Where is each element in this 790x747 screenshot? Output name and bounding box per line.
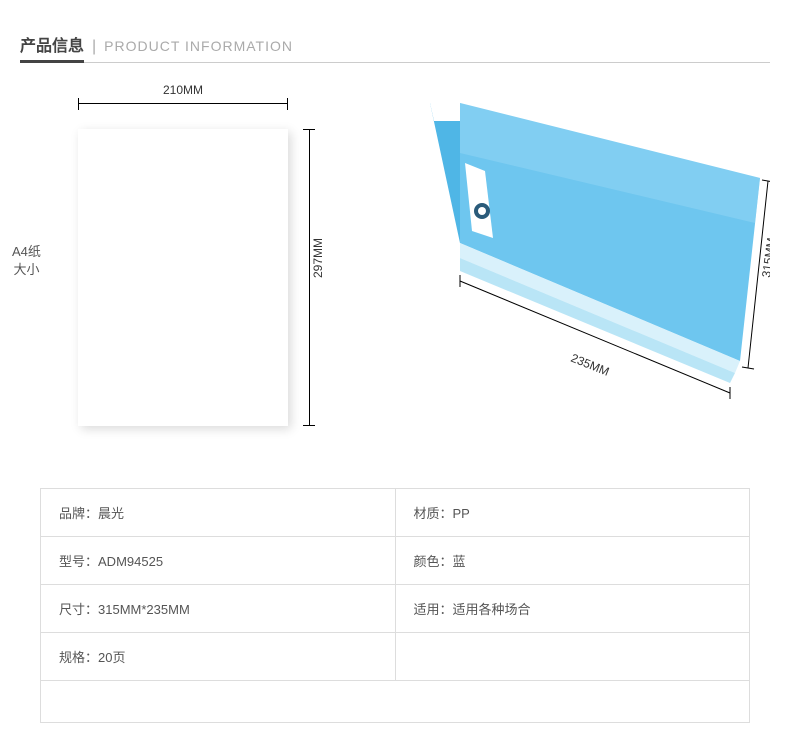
spec-value: 蓝 [453, 554, 466, 569]
spec-value: ADM94525 [98, 554, 163, 569]
header-title-en: PRODUCT INFORMATION [104, 38, 293, 54]
a4-label-line1: A4纸 [12, 243, 41, 261]
table-row: 品牌：晨光 材质：PP [41, 489, 750, 537]
table-row: 尺寸：315MM*235MM 适用：适用各种场合 [41, 585, 750, 633]
spec-value: 晨光 [98, 506, 124, 521]
a4-size-label: A4纸 大小 [12, 243, 41, 279]
section-header: 产品信息 | PRODUCT INFORMATION [20, 32, 770, 63]
a4-label-line2: 大小 [12, 261, 41, 279]
spec-label: 品牌： [59, 506, 98, 521]
spec-label: 规格： [59, 650, 98, 665]
spec-table: 品牌：晨光 材质：PP 型号：ADM94525 颜色：蓝 尺寸：315MM*23… [40, 488, 750, 723]
a4-height-dimension: 297MM [300, 129, 310, 426]
spec-label: 型号： [59, 554, 98, 569]
a4-width-value: 210MM [78, 83, 288, 97]
folder-illustration: 235MM 315MM [360, 93, 770, 423]
diagram-area: A4纸 大小 210MM 297MM [20, 93, 770, 463]
table-row: 规格：20页 [41, 633, 750, 681]
spec-value: 适用各种场合 [453, 602, 531, 617]
spec-label: 尺寸： [59, 602, 98, 617]
spec-label: 颜色： [414, 554, 453, 569]
spec-value: PP [453, 506, 470, 521]
header-separator: | [92, 38, 96, 56]
spec-value: 20页 [98, 650, 125, 665]
a4-paper-box [78, 129, 288, 426]
spec-value: 315MM*235MM [98, 602, 190, 617]
folder-width-value: 235MM [569, 351, 611, 379]
spec-label: 适用： [414, 602, 453, 617]
header-title-cn: 产品信息 [20, 32, 84, 63]
spec-label: 材质： [414, 506, 453, 521]
table-row: 型号：ADM94525 颜色：蓝 [41, 537, 750, 585]
table-row-empty [41, 681, 750, 723]
a4-height-value: 297MM [311, 237, 325, 277]
a4-width-dimension: 210MM [78, 103, 288, 113]
folder-length-value: 315MM [759, 237, 770, 279]
